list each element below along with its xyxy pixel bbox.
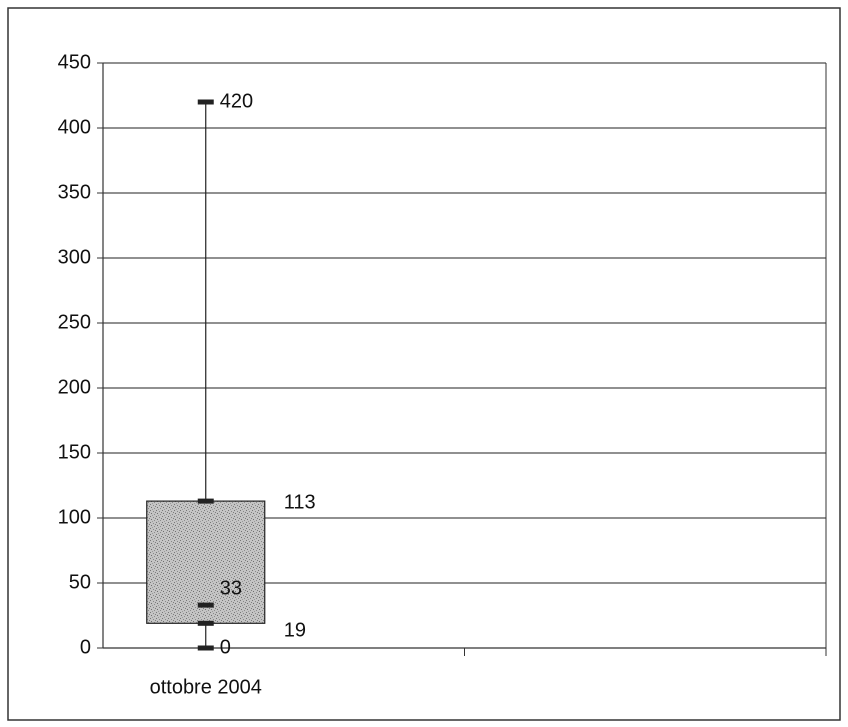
y-tick-label-300: 300: [58, 246, 91, 268]
y-tick-label-200: 200: [58, 376, 91, 398]
outer-border: [7, 7, 841, 721]
y-tick-label-450: 450: [58, 51, 91, 73]
marker-q3: [197, 498, 214, 504]
marker-max: [197, 99, 214, 105]
marker-median: [197, 602, 214, 608]
marker-q1: [197, 620, 214, 626]
axes: [102, 63, 827, 656]
data-labels: 420 113 33 19 0: [220, 90, 316, 658]
data-label-0: 0: [220, 636, 231, 658]
y-tick-label-100: 100: [58, 506, 91, 528]
category-label: ottobre 2004: [150, 676, 262, 698]
y-tick-label-400: 400: [58, 116, 91, 138]
y-tick-label-150: 150: [58, 441, 91, 463]
y-tick-label-250: 250: [58, 311, 91, 333]
y-tick-label-50: 50: [69, 571, 91, 593]
data-label-33: 33: [220, 577, 242, 599]
data-label-19: 19: [284, 620, 306, 642]
data-label-113: 113: [284, 491, 316, 513]
box-series: [146, 99, 266, 651]
marker-min: [197, 645, 214, 651]
y-axis-ticks: 0 50 100 150 200 250 300 350 400 450: [58, 51, 103, 658]
y-tick-label-350: 350: [58, 181, 91, 203]
data-label-420: 420: [220, 90, 253, 112]
y-tick-label-0: 0: [80, 636, 91, 658]
x-axis-categories: ottobre 2004: [150, 676, 262, 698]
